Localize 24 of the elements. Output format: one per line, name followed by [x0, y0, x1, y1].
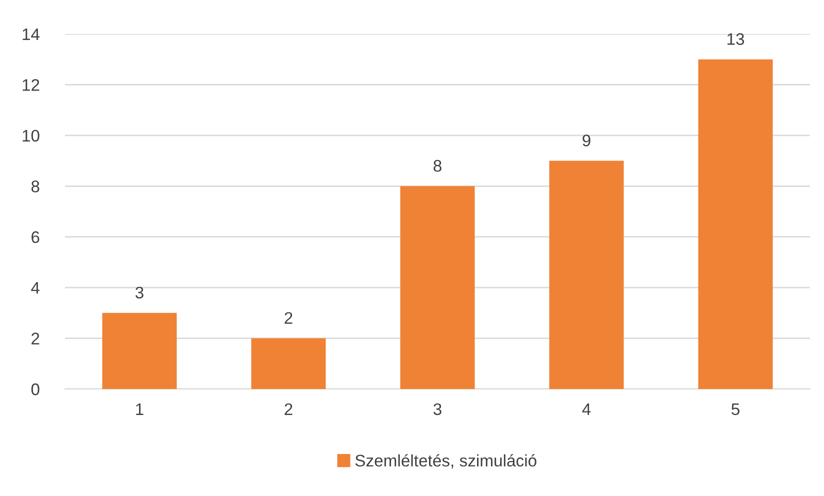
y-tick-label: 2 [32, 332, 40, 344]
bar [251, 338, 326, 389]
data-label: 2 [284, 312, 292, 324]
data-label: 8 [434, 160, 442, 172]
y-tick-label: 12 [22, 79, 40, 91]
y-tick-label: 8 [31, 180, 40, 192]
x-tick-label: 3 [434, 403, 442, 416]
bar [400, 186, 475, 389]
x-tick-label: 2 [284, 403, 292, 415]
bar [102, 312, 177, 389]
bar [698, 59, 773, 389]
y-tick-label: 6 [32, 231, 40, 244]
data-label: 13 [728, 33, 744, 45]
y-tick-label: 14 [22, 28, 40, 40]
data-label: 9 [582, 134, 590, 146]
y-tick-label: 10 [22, 130, 40, 142]
bar [549, 160, 624, 389]
x-tick-label: 5 [732, 404, 740, 416]
data-label: 3 [136, 286, 144, 299]
x-tick-label: 1 [136, 404, 144, 415]
legend-label: Szemléltetés, szimuláció [355, 454, 536, 469]
y-tick-label: 4 [31, 282, 40, 294]
y-tick-label: 0 [31, 383, 40, 396]
x-tick-label: 4 [582, 404, 591, 415]
